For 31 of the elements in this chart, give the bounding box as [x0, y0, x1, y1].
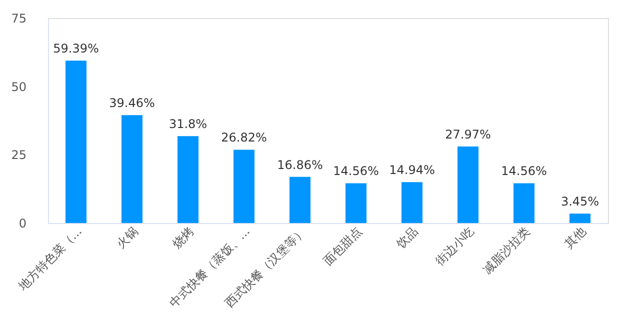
x-tick-label: 烧烤 — [170, 224, 196, 251]
y-tick-label: 50 — [11, 80, 26, 94]
x-tick-label: 减脂沙拉类 — [480, 224, 532, 276]
bar — [458, 146, 478, 223]
x-tick-label: 街边小吃 — [432, 224, 476, 268]
bar — [290, 176, 310, 223]
bar — [234, 150, 254, 223]
y-tick-label: 0 — [18, 216, 26, 230]
data-label: 14.94% — [389, 163, 435, 178]
data-label: 16.86% — [277, 158, 323, 172]
data-label: 39.46% — [109, 96, 155, 110]
y-tick-label: 75 — [11, 12, 26, 26]
x-tick-label: 饮品 — [392, 224, 420, 252]
x-tick-label: 火锅 — [114, 224, 140, 251]
bar — [122, 115, 142, 223]
bar — [402, 182, 422, 223]
bar — [178, 136, 198, 223]
bar — [570, 214, 590, 223]
y-tick-label: 25 — [11, 148, 26, 162]
x-tick-label: 面包甜点 — [320, 224, 364, 268]
bar — [346, 183, 366, 223]
x-tick-label: 其他 — [562, 224, 588, 251]
bar — [514, 183, 534, 223]
data-label: 59.39% — [53, 42, 99, 56]
data-label: 27.97% — [445, 128, 491, 142]
data-label: 3.45% — [560, 194, 600, 209]
data-label: 14.56% — [501, 164, 547, 178]
data-label: 14.56% — [333, 164, 379, 178]
bar — [66, 60, 86, 223]
data-label: 26.82% — [221, 130, 267, 145]
data-label: 31.8% — [168, 117, 208, 132]
